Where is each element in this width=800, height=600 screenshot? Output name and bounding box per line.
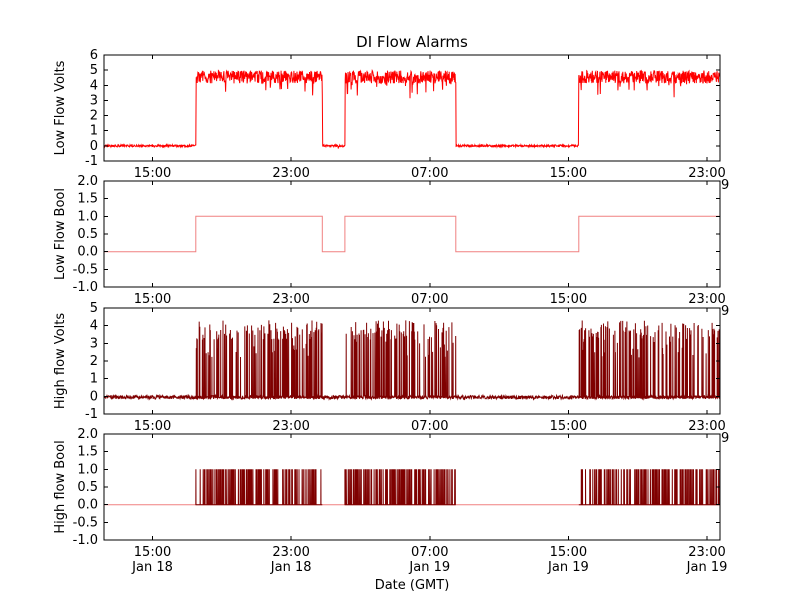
x-tick-date-label: Jan 19: [686, 560, 728, 575]
y-tick-label: 3: [90, 93, 98, 108]
chart-title: DI Flow Alarms: [356, 33, 468, 51]
x-tick-time-label: 15:00: [550, 166, 587, 181]
y-tick-label: 5: [90, 301, 98, 316]
high-flow-bool-ylabel: High flow Bool: [53, 440, 68, 533]
x-tick-time-label: 23:00: [272, 419, 309, 434]
x-tick-time-label: 15:00: [134, 292, 171, 307]
x-tick-date-label: Jan 18: [270, 560, 312, 575]
y-tick-label: -0.5: [73, 262, 98, 277]
x-tick-time-label: 23:00: [272, 166, 309, 181]
y-tick-label: 3: [90, 336, 98, 351]
x-tick-time-label: 23:00: [272, 292, 309, 307]
y-tick-label: 4: [90, 319, 98, 334]
x-tick-time-label: 07:00: [411, 545, 448, 560]
high-flow-bool-series: [578, 469, 720, 506]
subplot-low-flow-bool: 15:00 23:00 07:00 15:00 23:009-1.0-0.50.00.5…: [53, 174, 729, 319]
high-flow-bool-series: [344, 469, 456, 506]
y-tick-label: 0.5: [77, 480, 98, 495]
low-flow-bool-ylabel: Low Flow Bool: [53, 188, 68, 280]
y-tick-label: 5: [90, 63, 98, 78]
y-tick-label: -1: [85, 407, 98, 422]
low-flow-volts-series: [104, 69, 720, 149]
y-tick-label: 2.0: [77, 174, 98, 189]
high-flow-bool-series: [195, 469, 323, 506]
x-tick-time-label: 15:00: [550, 545, 587, 560]
x-tick-time-label: 15:00: [550, 419, 587, 434]
low-flow-volts-frame: [103, 54, 721, 162]
y-tick-label: 1.5: [77, 192, 98, 207]
high-flow-volts-ylabel: High flow Volts: [53, 313, 68, 409]
x-tick-time-label: 07:00: [411, 292, 448, 307]
x-tick-time-label: 23:00: [272, 545, 309, 560]
x-tick-date-label: Jan 18: [131, 560, 173, 575]
x-tick-time-label: 15:00: [134, 166, 171, 181]
low-flow-volts-ylabel: Low Flow Volts: [53, 60, 68, 155]
y-tick-label: 6: [90, 48, 98, 63]
y-tick-label: 0: [90, 389, 98, 404]
low-flow-bool-frame: [103, 180, 721, 288]
y-tick-label: 0: [90, 139, 98, 154]
y-tick-label: 0.5: [77, 227, 98, 242]
y-tick-label: 1.0: [77, 209, 98, 224]
x-tick-time-label: 23:00: [688, 166, 725, 181]
y-tick-label: 2.0: [77, 427, 98, 442]
x-tick-time-label: 07:00: [411, 166, 448, 181]
y-tick-label: -1.0: [73, 280, 98, 295]
x-tick-time-label: 15:00: [134, 419, 171, 434]
x-tick-time-label: 23:00: [688, 545, 725, 560]
y-tick-label: -0.5: [73, 515, 98, 530]
y-tick-label: -1: [85, 154, 98, 169]
y-tick-label: 4: [90, 78, 98, 93]
y-tick-label: 1.0: [77, 462, 98, 477]
x-tick-date-label: Jan 19: [408, 560, 450, 575]
x-tick-time-label: 15:00: [134, 545, 171, 560]
y-tick-label: 1: [90, 372, 98, 387]
x-tick-date-label: Jan 19: [547, 560, 589, 575]
y-tick-label: 2: [90, 109, 98, 124]
y-tick-label: 1: [90, 124, 98, 139]
y-tick-label: 1.5: [77, 445, 98, 460]
y-tick-label: 0.0: [77, 245, 98, 260]
y-tick-label: -1.0: [73, 533, 98, 548]
x-axis-label: Date (GMT): [375, 578, 450, 593]
x-tick-time-label: 15:00: [550, 292, 587, 307]
high-flow-volts-series: [104, 320, 720, 401]
clipped-date-fragment: 9: [721, 178, 729, 193]
low-flow-bool-series: [104, 215, 720, 253]
x-tick-time-label: 07:00: [411, 419, 448, 434]
x-tick-time-label: 23:00: [688, 292, 725, 307]
y-tick-label: 0.0: [77, 498, 98, 513]
clipped-date-fragment: 9: [721, 304, 729, 319]
clipped-date-fragment: 9: [721, 431, 729, 446]
x-tick-time-label: 23:00: [688, 419, 725, 434]
y-tick-label: 2: [90, 354, 98, 369]
